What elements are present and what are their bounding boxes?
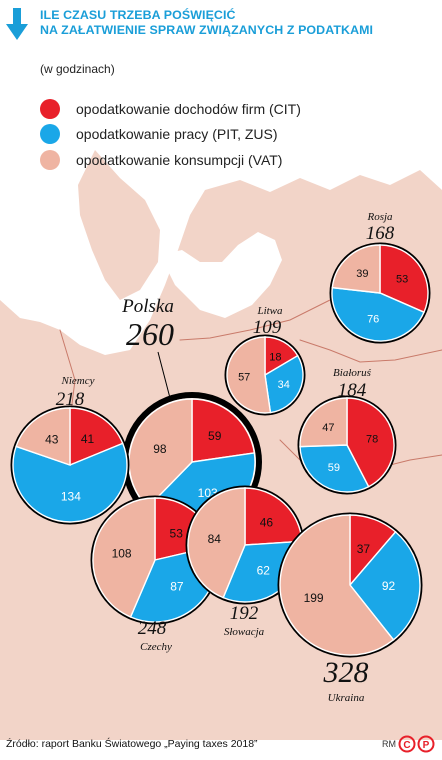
data-label-slowacja-cit: 46 [260,515,274,529]
data-label-polska-vat: 98 [153,442,167,456]
chart-header: ILE CZASU TRZEBA POŚWIĘCIĆ NA ZAŁATWIENI… [0,0,442,170]
data-label-niemcy-vat: 43 [45,433,59,447]
country-name-slowacja: Słowacja [224,626,265,638]
country-total-litwa: 109 [253,317,282,338]
country-name-niemcy: Niemcy [61,375,95,387]
data-label-czechy-cit: 53 [170,527,184,541]
data-label-slowacja-pit: 62 [257,564,271,578]
data-label-litwa-pit: 34 [278,379,290,391]
data-label-litwa-cit: 18 [269,352,281,364]
legend-item-vat: opodatkowanie konsumpcji (VAT) [40,149,282,171]
map-sea [160,232,282,318]
pie-outline [277,512,423,658]
country-total-rosja: 168 [366,223,395,244]
data-label-czechy-pit: 87 [170,579,184,593]
data-label-niemcy-cit: 41 [81,432,95,446]
map-scandinavia [78,150,160,300]
country-total-slowacja: 192 [230,603,259,624]
country-total-polska: 260 [126,316,174,352]
pie-outline [10,405,130,525]
legend-label-pit: opodatkowanie pracy (PIT, ZUS) [76,126,278,142]
legend-label-vat: opodatkowanie konsumpcji (VAT) [76,152,283,168]
data-label-czechy-vat: 108 [112,546,132,560]
data-label-ukraina-cit: 37 [357,542,371,556]
polska-leader-line [157,351,171,399]
data-label-rosja-cit: 53 [396,273,408,285]
pie-slice-litwa-pit [264,354,304,414]
pie-slice-bialorus-cit [346,397,395,488]
author-initials: RM [382,739,396,749]
country-total-bialorus: 184 [338,380,367,401]
pie-slice-niemcy-pit [12,442,128,523]
pie-outline [297,395,397,495]
legend-swatch-vat [40,150,60,170]
data-label-rosja-pit: 76 [367,313,379,325]
data-label-litwa-vat: 57 [238,371,250,383]
data-label-polska-cit: 59 [208,429,222,443]
pie-niemcy: 41 134 43 Niemcy 218 [10,375,130,525]
country-name-ukraina: Ukraina [328,692,365,704]
pie-slice-slowacja-cit [244,487,303,546]
data-label-rosja-vat: 39 [356,268,368,280]
legend-swatch-cit [40,99,60,119]
svg-text:C: C [403,740,410,751]
pie-slice-litwa-vat [226,336,272,414]
data-label-bialorus-vat: 47 [322,422,334,434]
pie-outline [329,242,431,344]
pie-slice-bialorus-vat [299,397,348,448]
pie-slice-slowacja-vat [187,487,246,599]
country-name-czechy: Czechy [140,641,172,653]
legend-swatch-pit [40,124,60,144]
data-label-ukraina-pit: 92 [382,579,396,593]
pie-slice-ukraina-pit [349,530,421,641]
pie-slice-niemcy-vat [15,407,71,466]
data-label-bialorus-pit: 59 [328,462,340,474]
country-name-rosja: Rosja [366,211,393,223]
cp-logo: C P [398,735,435,753]
chart-title-line2: NA ZAŁATWIENIE SPRAW ZWIĄZANYCH Z PODATK… [40,23,374,37]
pie-ukraina: 37 92 199 Ukraina 328 [277,512,423,704]
country-name-litwa: Litwa [256,305,283,317]
chart-subtitle: (w godzinach) [40,62,115,76]
country-total-ukraina: 328 [323,656,369,689]
data-label-slowacja-vat: 84 [208,532,222,546]
pie-slice-polska-vat [128,398,193,509]
legend-label-cit: opodatkowanie dochodów firm (CIT) [76,101,301,117]
pie-slice-polska-cit [191,398,256,463]
source-note: Źródło: raport Banku Światowego „Paying … [6,738,258,750]
pie-slice-niemcy-cit [69,407,124,467]
country-name-bialorus: Białoruś [333,367,372,379]
pie-slice-rosja-pit [331,286,425,342]
pie-slice-ukraina-vat [279,514,395,656]
legend-item-pit: opodatkowanie pracy (PIT, ZUS) [40,123,278,145]
country-name-polska: Polska [121,296,174,317]
pie-slice-rosja-vat [331,244,381,294]
data-label-bialorus-cit: 78 [366,434,378,446]
country-total-niemcy: 218 [56,389,85,410]
country-total-czechy: 248 [138,618,167,639]
legend-item-cit: opodatkowanie dochodów firm (CIT) [40,98,301,120]
pie-outline [224,334,306,416]
data-label-ukraina-vat: 199 [304,591,324,605]
chart-title-line1: ILE CZASU TRZEBA POŚWIĘCIĆ [40,8,236,22]
data-label-niemcy-pit: 134 [61,490,81,504]
arrow-down-icon [6,8,28,40]
pie-slice-czechy-vat [92,497,156,618]
pie-slice-rosja-cit [379,244,429,314]
svg-text:P: P [423,740,430,751]
pie-slice-bialorus-pit [299,444,370,493]
